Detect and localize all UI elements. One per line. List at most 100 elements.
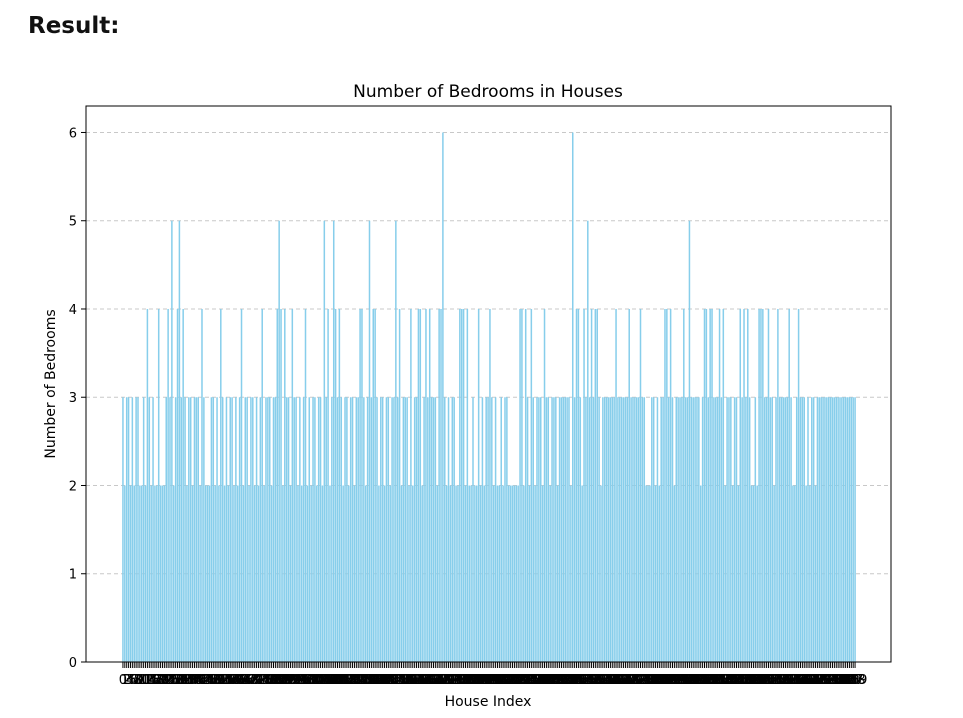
bar [509,485,512,662]
x-tick-label: 275 [628,673,653,688]
bar [848,397,851,662]
bar [141,485,143,662]
bar [455,485,457,662]
bar [643,397,646,662]
x-tick-label: 43 [196,673,213,688]
bar [626,397,629,662]
x-tick-label: 293 [662,673,687,688]
x-tick-label: 181 [451,673,476,688]
x-tick-label: 223 [530,673,555,688]
x-tick-label: 153 [398,673,423,688]
x-tick-label: 255 [590,673,615,688]
x-tick-label: 128 [351,673,376,688]
bar [186,485,188,662]
bar [487,397,489,662]
bar [587,220,589,663]
bar [212,397,215,662]
bar [502,485,504,662]
x-tick-label: 186 [461,673,486,688]
bar [276,308,279,662]
bar [656,397,659,662]
bar [297,485,299,662]
bar [613,397,615,662]
x-tick-label: 195 [478,673,503,688]
bar [799,397,802,662]
bar [436,485,438,662]
bar [515,485,518,662]
x-tick-label: 287 [651,673,676,688]
x-tick-label: 174 [438,673,463,688]
bar [434,397,437,662]
bar [332,220,335,663]
x-tick-label: 203 [493,673,518,688]
x-tick-label: 272 [622,673,647,688]
x-tick-label: 257 [594,673,619,688]
bar [176,308,179,662]
bar [462,308,465,662]
x-tick-label: 369 [805,673,830,688]
bar [206,485,209,662]
x-tick-label: 259 [598,673,623,688]
x-tick-label: 69 [245,673,262,688]
x-tick-label: 164 [419,673,444,688]
x-tick-label: 204 [494,673,519,688]
x-tick-label: 374 [814,673,839,688]
bar [641,397,644,662]
bar [846,397,849,662]
bar [361,308,363,662]
bar [406,397,408,662]
bar [506,397,508,662]
bar [679,397,681,662]
bar [562,397,565,662]
x-tick-label: 330 [732,673,757,688]
x-tick-label: 104 [306,673,331,688]
bar [707,397,710,662]
x-tick-label: 33 [177,673,194,688]
x-tick-label: 103 [304,673,329,688]
x-tick-label: 99 [301,673,318,688]
y-tick-label: 5 [69,215,77,230]
bar [287,397,290,662]
bar [131,397,134,662]
bar [468,485,470,662]
bar [605,397,608,662]
x-tick-label: 243 [568,673,593,688]
x-tick-label: 265 [609,673,634,688]
x-tick-label: 277 [632,673,657,688]
x-tick-label: 312 [698,673,723,688]
x-tick-label: 239 [560,673,585,688]
bar [393,397,395,662]
x-tick-label: 214 [513,673,538,688]
bar [683,308,685,662]
x-tick-label: 171 [432,673,457,688]
bar [797,308,800,662]
bar [395,220,397,663]
x-tick-label: 234 [551,673,576,688]
bar [319,397,322,662]
x-tick-label: 240 [562,673,587,688]
bar [504,397,506,662]
x-tick-label: 3 [124,673,132,688]
y-tick-label: 6 [69,126,77,141]
x-tick-label: 125 [346,673,371,688]
bar [632,397,634,662]
bar [513,485,516,662]
x-tick-label: 157 [406,673,431,688]
bar [839,397,841,662]
x-tick-label: 106 [310,673,335,688]
x-tick-label: 303 [681,673,706,688]
x-tick-label: 388 [841,673,866,688]
x-tick-label: 183 [455,673,480,688]
bar [225,397,228,662]
x-tick-label: 122 [340,673,365,688]
bar [327,308,329,662]
x-tick-label: 226 [536,673,561,688]
x-tick-label: 112 [321,673,346,688]
bar [383,485,386,662]
x-tick-label: 297 [669,673,694,688]
bar [602,397,604,662]
x-tick-label: 166 [423,673,448,688]
x-tick-label: 66 [239,673,256,688]
x-tick-label: 64 [235,673,252,688]
x-tick-label: 173 [436,673,461,688]
